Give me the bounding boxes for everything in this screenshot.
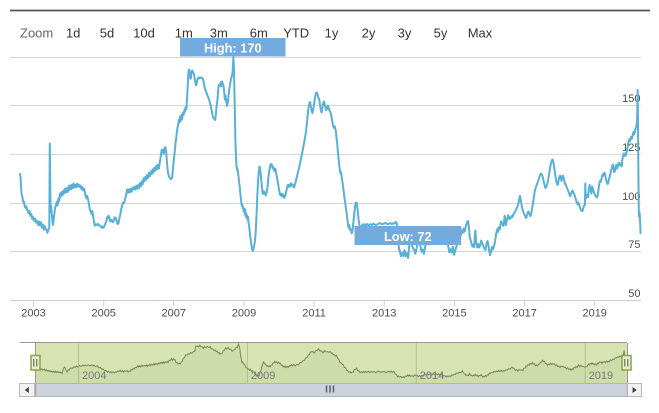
svg-text:1y: 1y xyxy=(325,26,339,41)
svg-text:3m: 3m xyxy=(210,26,228,41)
svg-text:2009: 2009 xyxy=(232,308,256,320)
svg-text:5d: 5d xyxy=(100,26,114,41)
svg-text:2017: 2017 xyxy=(512,308,536,320)
svg-text:2013: 2013 xyxy=(372,308,396,320)
svg-text:2y: 2y xyxy=(362,26,376,41)
svg-text:50: 50 xyxy=(628,288,640,300)
svg-text:High: 170: High: 170 xyxy=(204,41,262,56)
svg-text:2019: 2019 xyxy=(589,370,613,382)
svg-text:6m: 6m xyxy=(250,26,268,41)
svg-text:2009: 2009 xyxy=(251,370,275,382)
svg-text:Max: Max xyxy=(468,26,493,41)
svg-text:Zoom: Zoom xyxy=(20,26,53,41)
svg-text:75: 75 xyxy=(628,239,640,251)
svg-text:YTD: YTD xyxy=(283,26,309,41)
svg-text:2011: 2011 xyxy=(302,308,326,320)
svg-text:150: 150 xyxy=(622,93,640,105)
svg-text:3y: 3y xyxy=(398,26,412,41)
svg-text:2014: 2014 xyxy=(420,370,444,382)
svg-text:10d: 10d xyxy=(133,26,155,41)
svg-text:1d: 1d xyxy=(66,26,80,41)
svg-text:2005: 2005 xyxy=(91,308,115,320)
svg-text:1m: 1m xyxy=(175,26,193,41)
svg-text:2004: 2004 xyxy=(82,370,106,382)
svg-text:2003: 2003 xyxy=(21,308,45,320)
svg-text:Low: 72: Low: 72 xyxy=(384,229,432,244)
svg-text:5y: 5y xyxy=(434,26,448,41)
svg-text:100: 100 xyxy=(622,191,640,203)
svg-text:2015: 2015 xyxy=(442,308,466,320)
svg-text:2007: 2007 xyxy=(162,308,186,320)
svg-text:2019: 2019 xyxy=(582,308,606,320)
